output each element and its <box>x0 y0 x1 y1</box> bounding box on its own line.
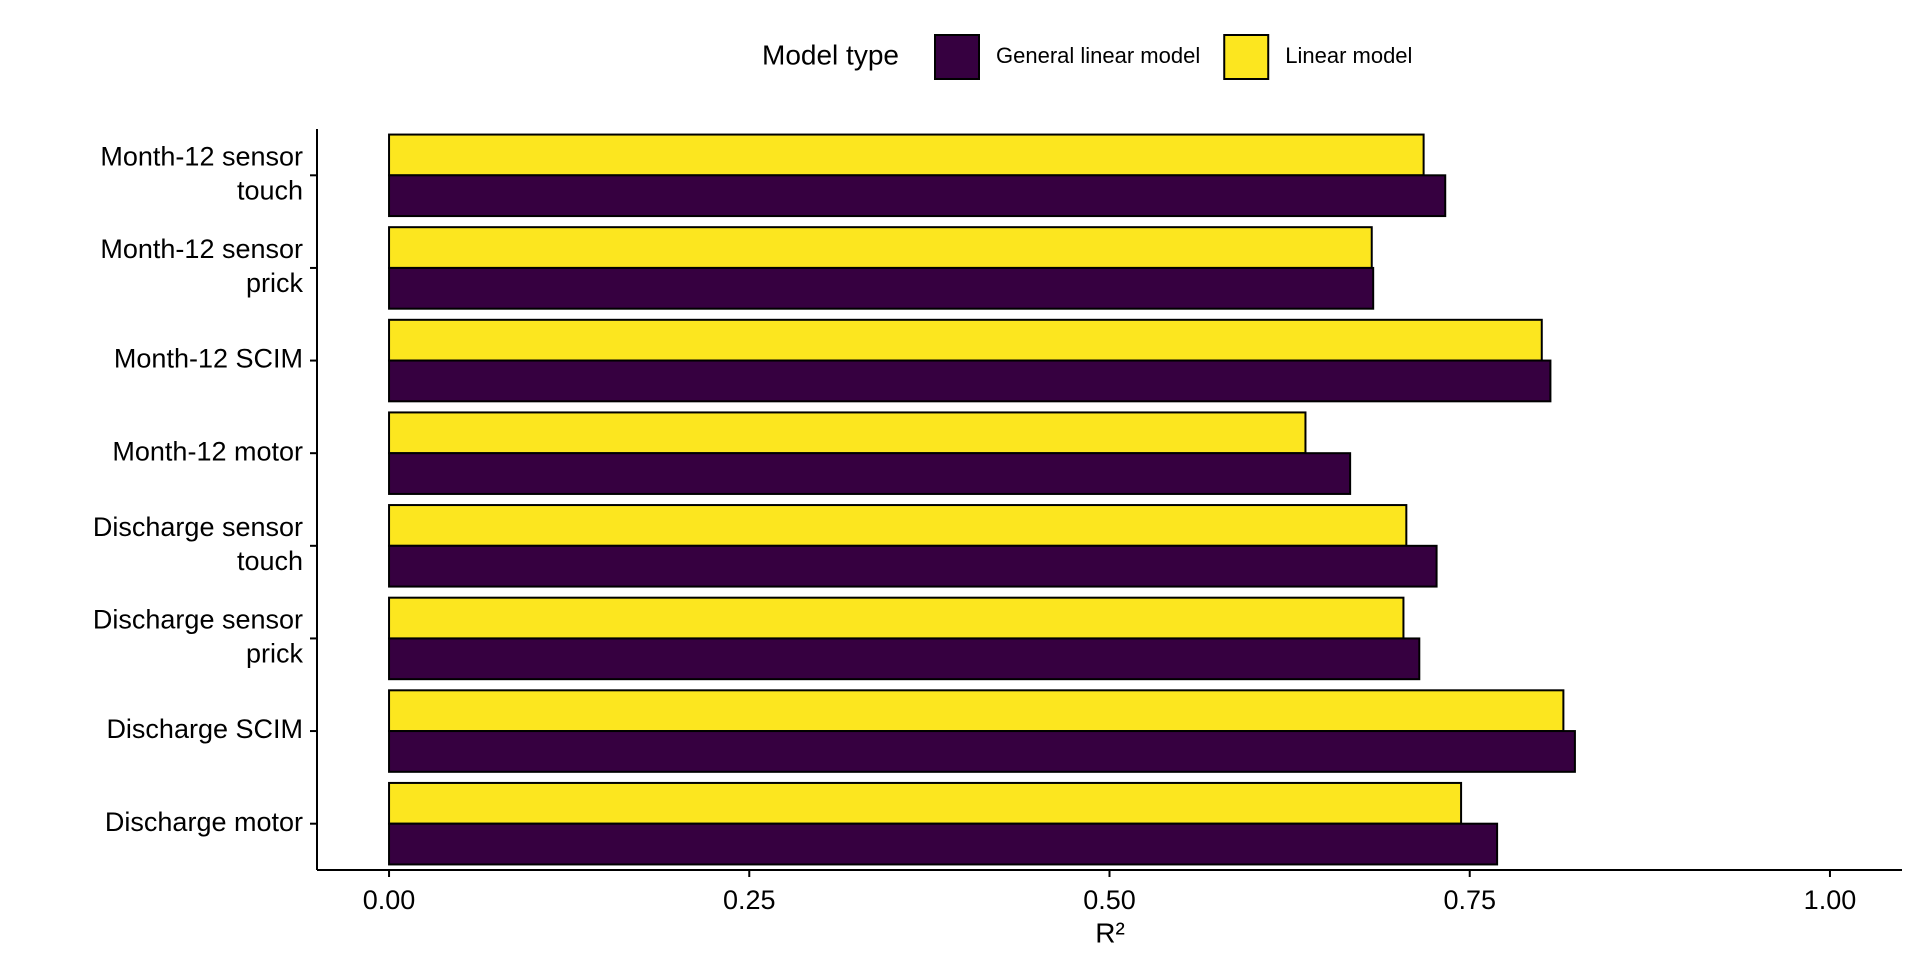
bar <box>388 266 1375 310</box>
bar <box>388 544 1438 588</box>
x-tick-label: 0.75 <box>1443 885 1496 915</box>
y-tick-label: Discharge motor <box>105 807 303 837</box>
x-tick-label: 0.25 <box>723 885 776 915</box>
y-tick-label: Discharge sensor touch <box>93 512 303 576</box>
bar <box>388 730 1576 773</box>
x-axis-label: R² <box>1095 917 1125 948</box>
y-tick-label: Month-12 SCIM <box>114 344 303 374</box>
legend-swatch <box>934 34 980 80</box>
y-tick-label: Month-12 motor <box>112 436 303 466</box>
bar <box>388 452 1352 495</box>
bar <box>388 359 1552 403</box>
y-tick-label: Discharge SCIM <box>106 714 303 744</box>
y-tick-label: Month-12 sensor prick <box>100 234 303 298</box>
legend-label: General linear model <box>996 43 1200 68</box>
bar <box>388 174 1447 218</box>
bar <box>388 133 1425 177</box>
legend-swatch <box>1223 34 1270 80</box>
bar <box>388 689 1565 733</box>
bar <box>388 637 1421 681</box>
y-tick-label: Discharge sensor prick <box>93 605 304 669</box>
bar <box>388 504 1408 547</box>
bar <box>388 226 1373 269</box>
legend-label: Linear model <box>1285 43 1412 68</box>
bar <box>388 318 1543 362</box>
x-tick-label: 0.00 <box>363 885 416 915</box>
x-tick-label: 1.00 <box>1804 885 1857 915</box>
bar <box>388 781 1463 825</box>
y-tick-label: Month-12 sensor touch <box>100 141 303 205</box>
bar <box>388 411 1307 455</box>
bar <box>388 822 1499 866</box>
x-tick-label: 0.50 <box>1083 885 1136 915</box>
bar <box>388 596 1405 640</box>
legend-title: Model type <box>762 39 899 70</box>
